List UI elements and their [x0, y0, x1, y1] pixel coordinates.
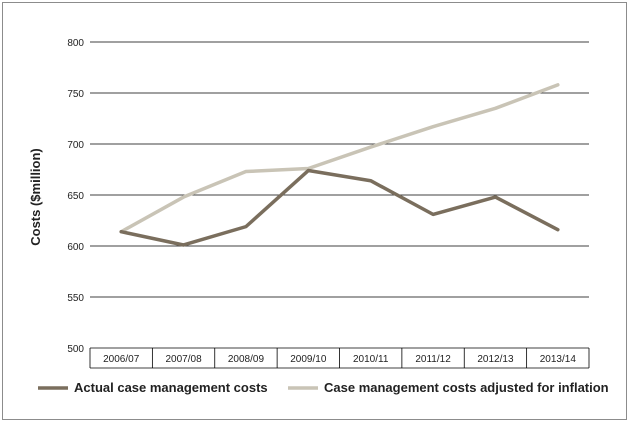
x-tick-label: 2006/07	[103, 354, 140, 365]
gridlines	[90, 41, 589, 349]
x-tick-label: 2011/12	[415, 354, 451, 365]
y-tick-label: 800	[67, 38, 84, 49]
y-tick-label: 650	[67, 191, 84, 202]
x-tick-label: 2008/09	[228, 354, 265, 365]
y-tick-label: 750	[67, 89, 84, 100]
x-axis-ticks: 2006/07 2007/08 2008/09 2009/10 2010/11 2011/…	[89, 348, 590, 369]
y-axis-ticks: 500 550 600 650 700 750 800	[67, 38, 84, 355]
x-tick-label: 2012/13	[477, 354, 514, 365]
legend-label-1: Case management costs adjusted for infla…	[324, 380, 609, 395]
y-tick-label: 600	[67, 242, 84, 253]
series-lines	[119, 83, 560, 247]
legend: Actual case management costs Case managem…	[38, 380, 609, 395]
y-tick-label: 700	[67, 140, 84, 151]
legend-label-0: Actual case management costs	[74, 380, 268, 395]
x-tick-label: 2009/10	[290, 354, 327, 365]
x-tick-label: 2010/11	[353, 354, 389, 365]
x-tick-label: 2007/08	[165, 354, 202, 365]
y-axis-title: Costs ($million)	[28, 148, 43, 246]
series-line-1	[119, 83, 560, 234]
x-tick-label: 2013/14	[540, 354, 577, 365]
y-tick-label: 550	[67, 293, 84, 304]
series-line-0	[119, 168, 560, 247]
y-tick-label: 500	[67, 344, 84, 355]
